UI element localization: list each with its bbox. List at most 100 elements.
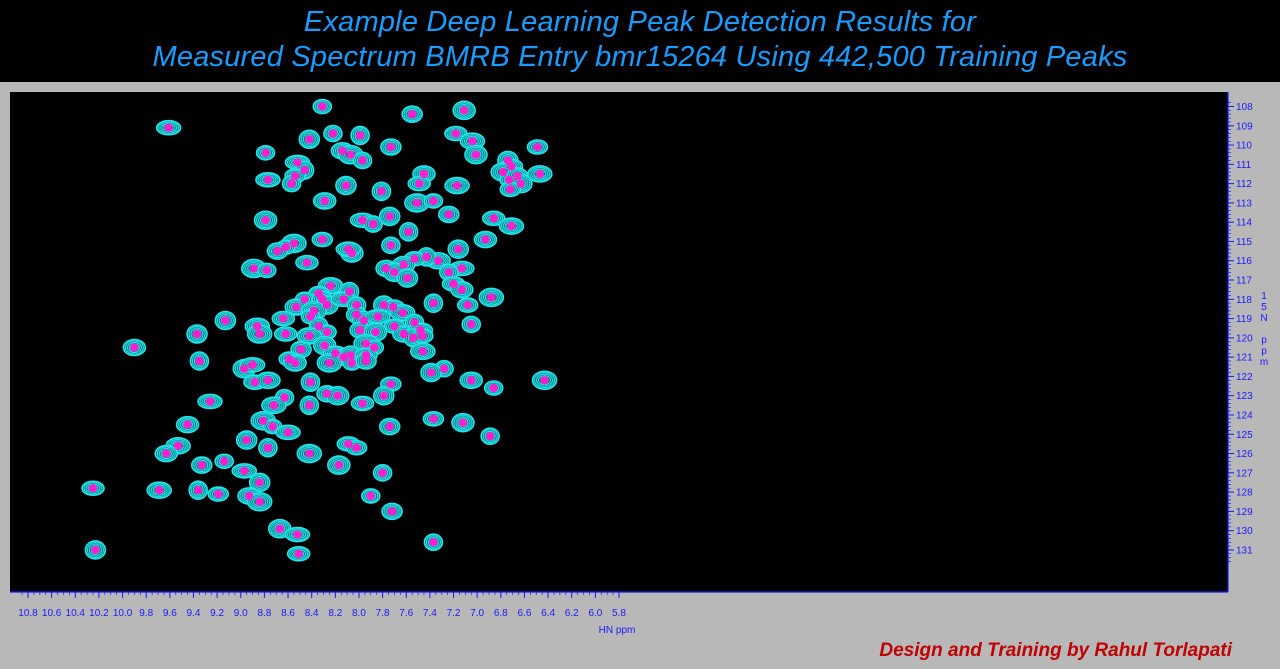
contour-ring xyxy=(458,105,470,116)
peak-point xyxy=(467,320,476,329)
contour-ring xyxy=(298,445,320,462)
peak-point xyxy=(250,378,260,387)
x-tick-label: 6.0 xyxy=(588,608,602,619)
peak-point xyxy=(130,343,139,352)
peak-point xyxy=(294,549,303,558)
peak-point xyxy=(516,179,526,188)
contour-ring xyxy=(355,153,371,168)
peak-point xyxy=(221,316,230,325)
x-tick-label: 9.8 xyxy=(139,608,153,619)
peak-point xyxy=(361,356,371,366)
contour-ring xyxy=(425,535,441,550)
peak-point xyxy=(320,196,329,206)
peak-point xyxy=(409,333,418,343)
y-tick-label: 125 xyxy=(1236,430,1253,441)
contour-ring xyxy=(262,441,274,455)
peak-point xyxy=(345,287,354,296)
contour-ring xyxy=(486,381,502,394)
peak-point xyxy=(540,376,549,385)
contour-ring xyxy=(454,102,474,119)
peak-point xyxy=(370,343,379,352)
contour-ring xyxy=(302,132,316,146)
contour-ring xyxy=(465,318,477,330)
x-tick-label: 7.8 xyxy=(376,608,390,619)
peak-point xyxy=(358,399,367,408)
contour-ring xyxy=(463,374,479,386)
contour-ring xyxy=(410,197,424,208)
x-tick-label: 10.4 xyxy=(66,608,86,619)
contour-ring xyxy=(158,448,174,460)
x-axis-label: HN ppm xyxy=(599,625,636,636)
peak-point xyxy=(403,273,412,283)
peak-point xyxy=(379,300,388,310)
peak-point xyxy=(451,129,461,138)
x-tick-label: 8.2 xyxy=(328,608,342,619)
contour-ring xyxy=(470,149,482,160)
peak-point xyxy=(255,497,264,506)
peak-point xyxy=(386,142,396,152)
contour-ring xyxy=(304,375,316,389)
contour-ring xyxy=(199,395,221,408)
contour-ring xyxy=(276,328,296,341)
peak-point xyxy=(253,322,262,331)
peak-point xyxy=(214,489,223,499)
contour-ring xyxy=(249,493,271,510)
contour-ring xyxy=(270,245,284,257)
contour-ring xyxy=(398,270,416,287)
peak-point xyxy=(361,339,371,348)
contour-ring xyxy=(270,520,290,537)
contour-ring xyxy=(383,421,397,433)
peak-point xyxy=(390,268,399,277)
peak-point xyxy=(205,397,215,406)
contour-ring xyxy=(333,460,345,471)
peak-point xyxy=(433,256,443,265)
y-tick-label: 124 xyxy=(1236,410,1253,421)
peak-point xyxy=(341,181,351,190)
contour-ring xyxy=(468,148,484,162)
peak-point xyxy=(344,439,353,449)
peak-point xyxy=(249,264,258,273)
contour-ring xyxy=(286,528,308,541)
peak-point xyxy=(368,219,378,229)
y-tick-label: 108 xyxy=(1236,102,1253,113)
contour-ring xyxy=(454,284,470,296)
x-tick-label: 8.4 xyxy=(305,608,319,619)
contour-ring xyxy=(193,354,205,368)
y-tick-label: 127 xyxy=(1236,468,1253,479)
y-tick-label: 119 xyxy=(1236,314,1252,325)
peak-point xyxy=(262,266,271,275)
peak-point xyxy=(485,431,495,441)
contour-ring xyxy=(300,447,318,461)
contour-ring xyxy=(375,184,387,198)
contour-ring xyxy=(88,543,102,557)
x-axis: 10.8 10.6 10.4 10.2 10.0 9.8 9.6 9.4 9.2 9.0 8.8 8.… xyxy=(10,591,1228,619)
contour-ring xyxy=(272,522,288,536)
contour-ring xyxy=(339,179,353,193)
contour-ring xyxy=(192,483,204,497)
peak-point xyxy=(429,538,438,547)
y-tick-label: 114 xyxy=(1236,218,1252,229)
peak-point xyxy=(377,187,386,196)
peak-point xyxy=(281,329,290,339)
peak-point xyxy=(339,295,348,304)
peak-point xyxy=(325,358,334,368)
peak-point xyxy=(429,196,438,206)
contour-ring xyxy=(191,352,207,369)
peak-point xyxy=(346,351,355,360)
contour-ring xyxy=(382,139,400,154)
contour-ring xyxy=(536,373,554,387)
peak-point xyxy=(468,137,477,146)
peak-point xyxy=(457,264,466,273)
contour-ring xyxy=(156,446,176,461)
contour-ring xyxy=(392,305,414,320)
contour-ring xyxy=(322,357,336,368)
peak-point xyxy=(318,235,327,244)
chart-title-line-1: Example Deep Learning Peak Detection Res… xyxy=(303,6,977,38)
contour-ring xyxy=(256,212,276,229)
y-tick-label: 113 xyxy=(1236,198,1252,209)
peak-point xyxy=(326,281,335,291)
contour-ring xyxy=(363,489,379,502)
peak-point xyxy=(410,318,419,327)
peak-point xyxy=(280,393,289,402)
peak-point xyxy=(358,216,367,225)
